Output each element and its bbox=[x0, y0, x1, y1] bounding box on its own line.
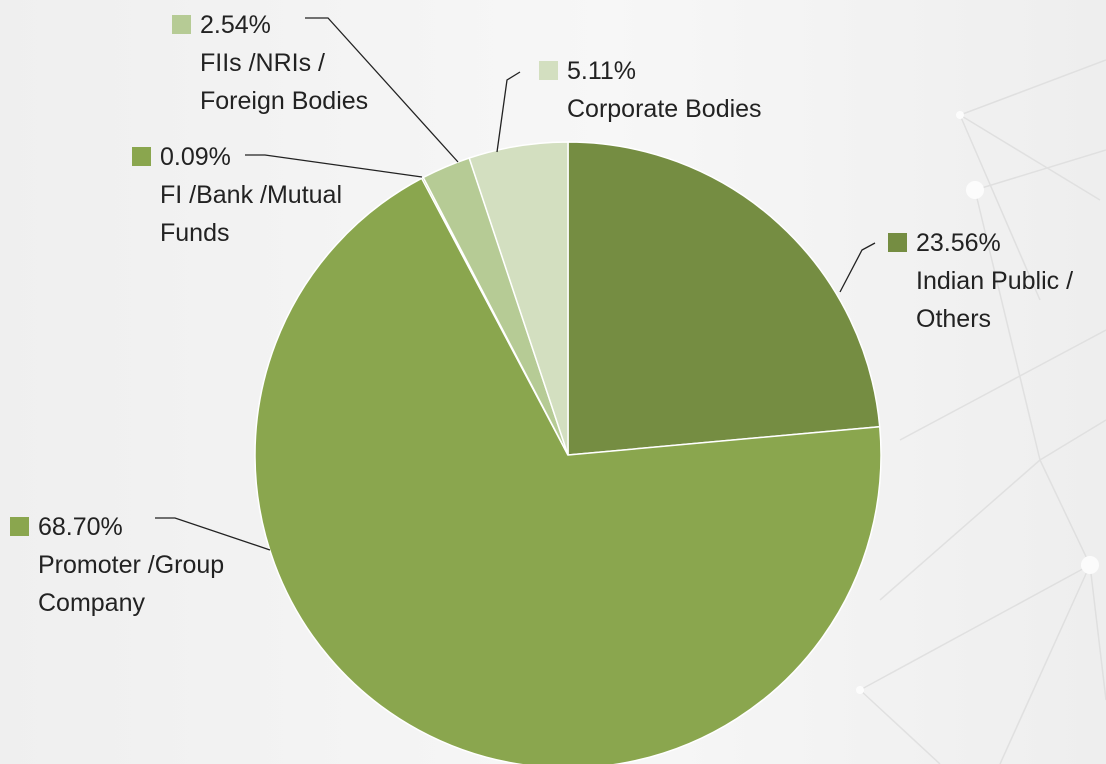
category-label: FI /Bank /Mutual Funds bbox=[160, 181, 343, 247]
legend-swatch bbox=[539, 61, 558, 80]
category-label: Corporate Bodies bbox=[567, 95, 762, 123]
legend-swatch bbox=[10, 517, 29, 536]
category-label: Promoter /Group Company bbox=[38, 551, 225, 617]
data-label: 23.56% Indian Public / Others bbox=[888, 224, 1106, 338]
value-label: 0.09% bbox=[160, 143, 231, 171]
leader-lines bbox=[155, 17, 876, 551]
data-label: 0.09% FI /Bank /Mutual Funds bbox=[132, 138, 390, 252]
value-label: 2.54% bbox=[200, 11, 271, 39]
data-label: 68.70% Promoter /Group Company bbox=[10, 508, 278, 622]
value-label: 23.56% bbox=[916, 229, 1001, 257]
data-label: 2.54% FIIs /NRIs / Foreign Bodies bbox=[172, 6, 395, 120]
legend-swatch bbox=[132, 147, 151, 166]
pie-slice bbox=[567, 141, 881, 456]
value-label: 5.11% bbox=[567, 57, 637, 85]
legend-swatch bbox=[888, 233, 907, 252]
value-label: 68.70% bbox=[38, 513, 123, 541]
background-network bbox=[856, 59, 1106, 764]
pie-slice bbox=[468, 141, 569, 456]
pie-slice bbox=[254, 177, 882, 764]
legend-swatch bbox=[172, 15, 191, 34]
data-label: 5.11% Corporate Bodies bbox=[539, 52, 827, 128]
category-label: FIIs /NRIs / Foreign Bodies bbox=[200, 49, 369, 115]
category-label: Indian Public / Others bbox=[916, 267, 1074, 333]
